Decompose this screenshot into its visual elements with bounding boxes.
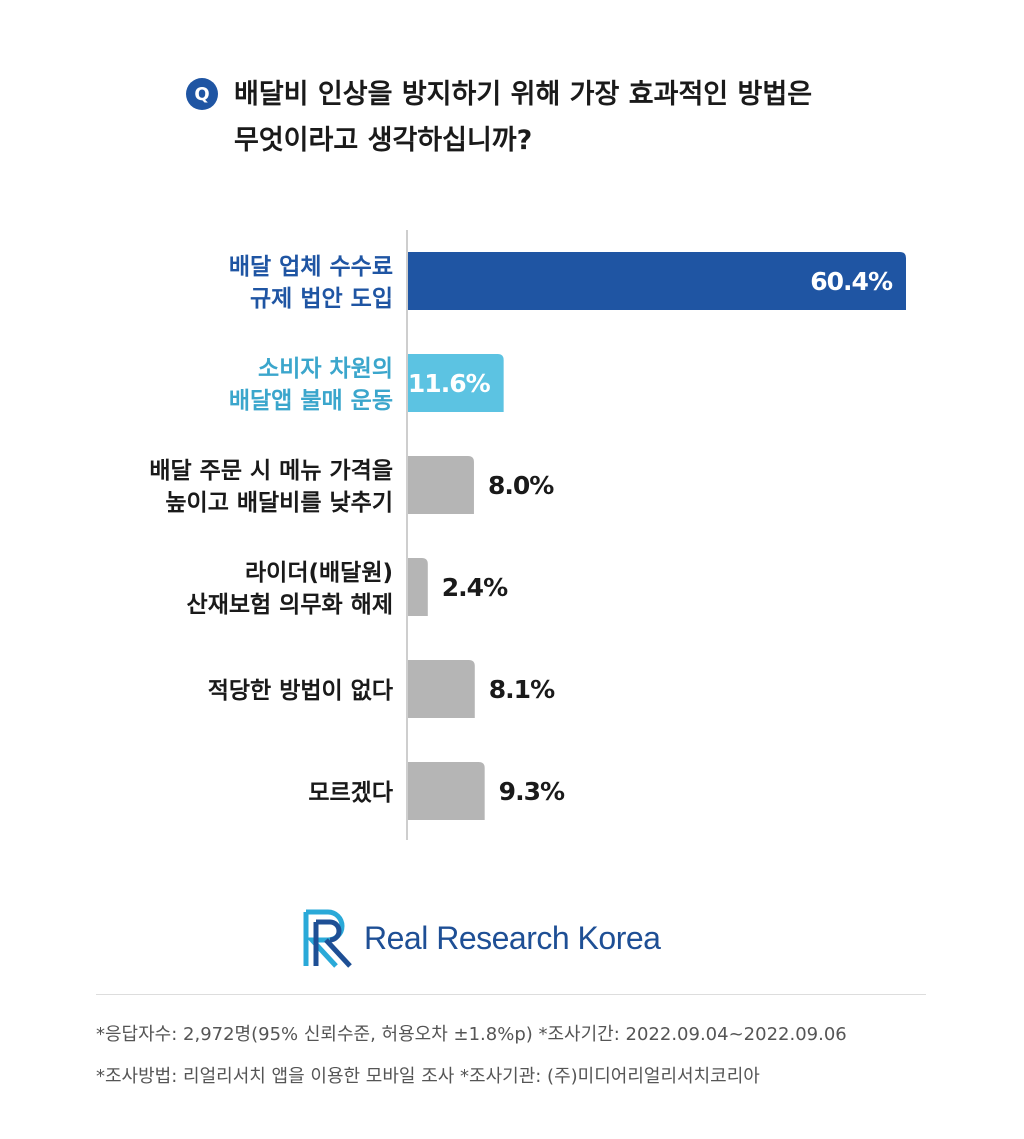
logo-text: Real Research Korea	[364, 920, 661, 956]
bar-3	[408, 558, 428, 616]
category-label-line: 소비자 차원의	[258, 356, 393, 382]
category-label-3: 라이더(배달원) 산재보험 의무화 해제	[187, 560, 393, 618]
category-label-line: 적당한 방법이 없다	[208, 678, 393, 704]
value-label-3: 2.4%	[442, 573, 508, 602]
bar-5	[408, 762, 485, 820]
category-label-line: 산재보험 의무화 해제	[187, 592, 393, 618]
category-label-line: 모르겠다	[308, 780, 393, 806]
value-label-0: 60.4%	[810, 267, 893, 296]
bar-1	[408, 354, 504, 412]
bar-0	[408, 252, 906, 310]
category-label-line: 배달앱 불매 운동	[229, 388, 393, 414]
category-label-line: 규제 법안 도입	[250, 286, 393, 312]
category-label-4: 적당한 방법이 없다	[208, 678, 393, 704]
footnote-sample: *응답자수: 2,972명(95% 신뢰수준, 허용오차 ±1.8%p) *조사…	[96, 1024, 847, 1045]
logo: Real Research Korea	[302, 908, 742, 970]
value-label-2: 8.0%	[488, 471, 554, 500]
q-badge: Q	[186, 78, 218, 110]
category-label-5: 모르겠다	[308, 780, 393, 806]
rr-logo-icon	[303, 909, 352, 968]
category-label-line: 배달 업체 수수료	[229, 254, 393, 280]
footnote-method: *조사방법: 리얼리서치 앱을 이용한 모바일 조사 *조사기관: (주)미디어…	[96, 1066, 760, 1087]
question-text: 배달비 인상을 방지하기 위해 가장 효과적인 방법은 무엇이라고 생각하십니까…	[234, 79, 813, 156]
value-label-4: 8.1%	[489, 675, 555, 704]
bar-2	[408, 456, 474, 514]
bar-4	[408, 660, 475, 718]
value-label-1: 11.6%	[408, 369, 491, 398]
category-label-line: 라이더(배달원)	[245, 560, 393, 586]
divider	[96, 994, 926, 995]
category-label-line: 배달 주문 시 메뉴 가격을	[149, 458, 393, 484]
value-label-5: 9.3%	[499, 777, 565, 806]
category-label-line: 높이고 배달비를 낮추기	[165, 490, 393, 516]
